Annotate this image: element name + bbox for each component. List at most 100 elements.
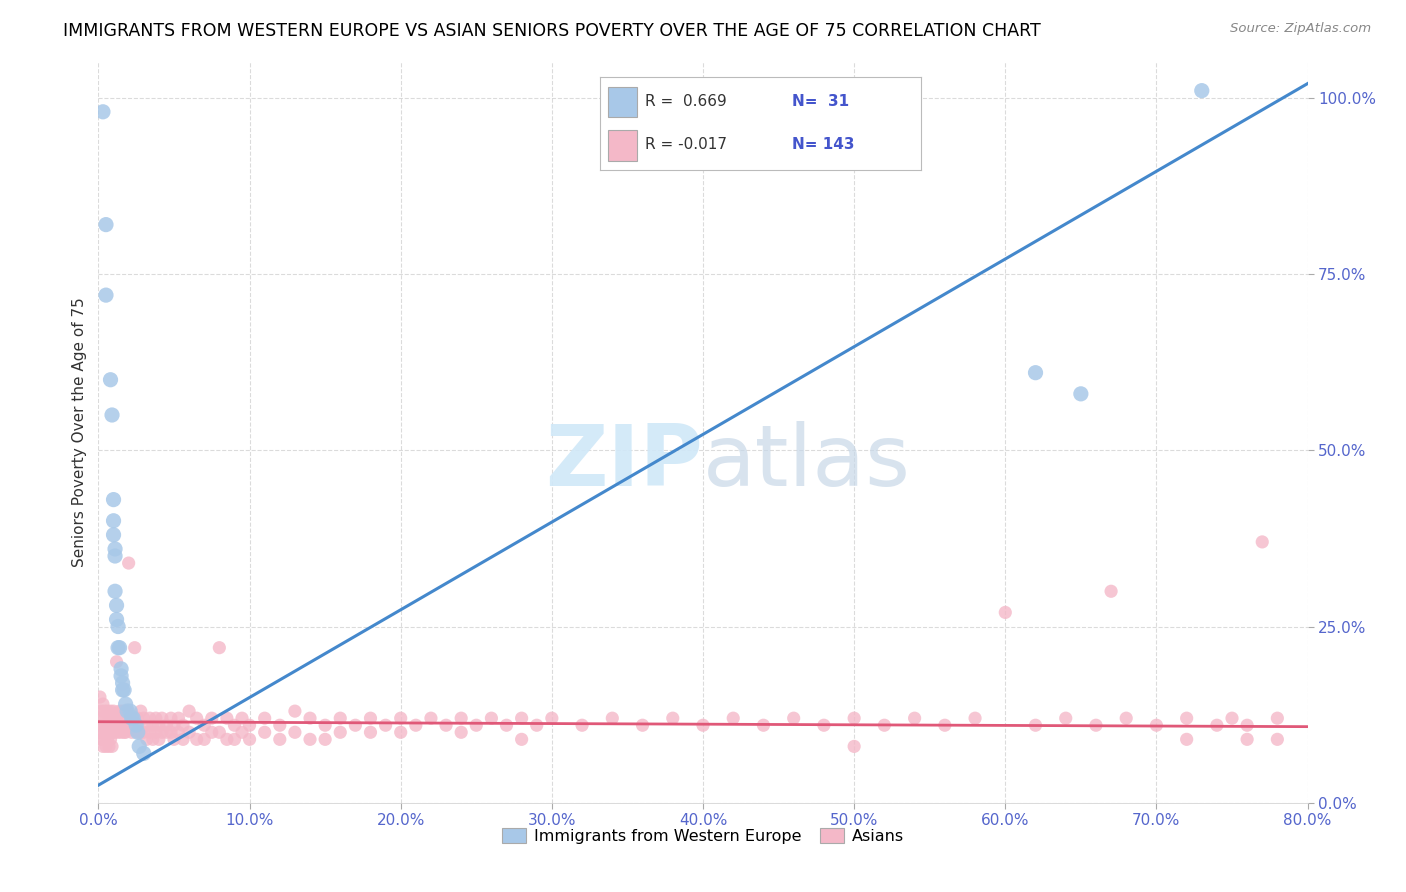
Point [105,599,128,613]
Point [186,732,208,747]
Point [299,732,322,747]
Point [269,718,291,732]
Point [100,373,122,387]
Text: ZIP: ZIP [546,421,703,504]
Point [111,718,134,732]
Point [314,732,336,747]
Point [142,732,165,747]
Point [172,718,194,732]
Point [139,725,162,739]
Point [1024,718,1046,732]
Point [163,718,186,732]
Point [101,408,124,422]
Point [89,711,111,725]
Point [94,288,117,302]
Point [692,718,714,732]
Point [90,732,112,747]
Point [155,725,177,739]
Point [239,732,262,747]
Point [150,711,173,725]
Point [167,725,190,739]
Point [114,711,136,725]
Point [231,725,253,739]
Point [163,732,186,747]
Point [752,718,775,732]
Point [110,711,132,725]
Point [93,732,115,747]
Point [93,718,115,732]
Point [215,732,238,747]
Point [873,718,896,732]
Point [145,711,167,725]
Point [91,739,114,754]
Point [934,718,956,732]
Point [101,725,124,739]
Point [91,697,114,711]
Point [121,725,143,739]
Point [104,725,127,739]
Point [284,704,307,718]
Point [101,711,124,725]
Point [231,711,253,725]
Point [135,732,157,747]
Point [132,747,155,761]
Point [100,718,122,732]
Point [253,711,276,725]
Point [110,669,132,683]
Point [172,732,194,747]
Point [360,725,382,739]
Point [661,711,683,725]
Point [813,718,835,732]
Point [179,704,201,718]
Point [139,711,162,725]
Point [96,704,118,718]
Point [121,711,143,725]
Point [571,718,593,732]
Point [105,718,128,732]
Point [120,704,142,718]
Point [374,718,396,732]
Point [540,711,562,725]
Point [208,640,231,655]
Point [115,704,138,718]
Point [107,711,129,725]
Point [1267,732,1289,747]
Point [94,218,117,232]
Point [602,711,624,725]
Point [186,711,208,725]
Point [98,725,121,739]
Point [193,732,215,747]
Point [201,711,224,725]
Point [344,718,367,732]
Point [179,725,201,739]
Point [101,739,124,754]
Point [224,732,246,747]
Point [108,704,131,718]
Point [110,662,132,676]
Point [1206,718,1229,732]
Point [122,711,145,725]
Point [129,725,152,739]
Point [420,711,443,725]
Point [360,711,382,725]
Point [526,718,548,732]
Point [112,725,135,739]
Point [114,697,136,711]
Point [129,704,152,718]
Point [128,739,150,754]
Point [96,732,118,747]
Point [1175,732,1198,747]
Point [239,718,262,732]
Point [1267,711,1289,725]
Point [108,718,131,732]
Point [314,718,336,732]
Point [145,725,167,739]
Point [224,718,246,732]
Point [450,725,472,739]
Point [723,711,745,725]
Point [389,711,412,725]
Point [132,725,155,739]
Point [103,514,125,528]
Point [104,584,127,599]
Point [118,556,141,570]
